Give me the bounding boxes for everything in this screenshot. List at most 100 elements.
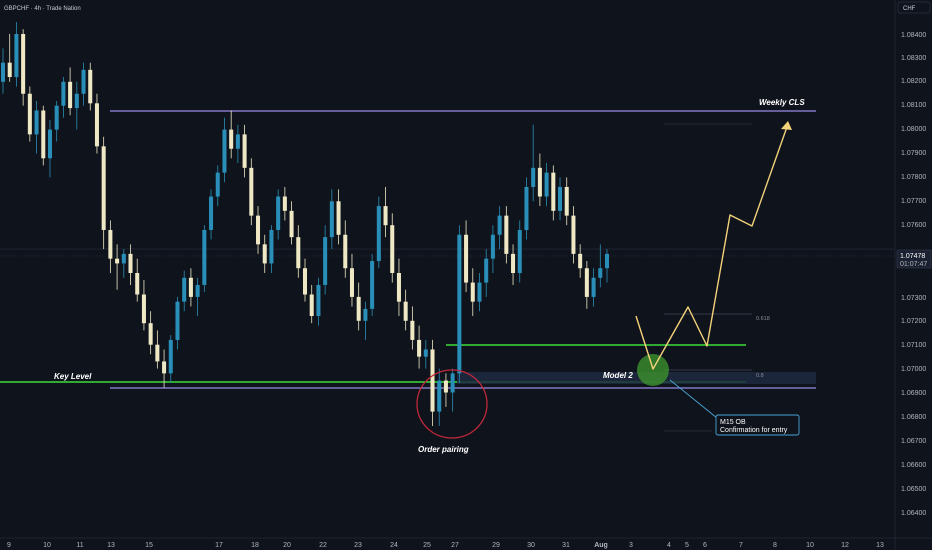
candle-body	[370, 261, 375, 309]
candle-body	[396, 273, 401, 302]
candle-body	[195, 284, 200, 297]
candle-body	[276, 196, 281, 230]
candle-body	[464, 234, 469, 283]
candles	[0, 22, 610, 426]
current-price-badge	[896, 249, 932, 269]
price-tick: 1.08400	[901, 32, 926, 39]
candle-body	[477, 282, 482, 302]
price-tick: 1.06600	[901, 462, 926, 469]
candle-body	[162, 361, 167, 374]
candle-body	[349, 268, 354, 297]
candle-body	[443, 380, 448, 393]
price-tick: 1.06400	[901, 510, 926, 517]
candle-body	[296, 237, 301, 269]
candle-body	[524, 186, 529, 230]
time-tick: 3	[629, 542, 633, 549]
order-pairing-circle[interactable]	[416, 369, 488, 439]
candle-body	[511, 253, 516, 273]
callout-leader	[669, 379, 718, 419]
price-tick: 1.06700	[901, 438, 926, 445]
candle-body	[182, 277, 187, 302]
candle-body	[329, 201, 334, 238]
candle-body	[484, 258, 489, 283]
price-tick: 1.07800	[901, 174, 926, 181]
candle-body	[537, 167, 542, 197]
candle-body	[470, 282, 475, 302]
candle-body	[343, 234, 348, 269]
projection-arrowhead	[781, 121, 792, 130]
candle-body	[115, 258, 120, 264]
candle-body	[14, 34, 19, 78]
time-tick: 18	[251, 542, 259, 549]
candle-body	[336, 201, 341, 235]
time-tick: 15	[145, 542, 153, 549]
price-tick: 1.07700	[901, 198, 926, 205]
candle-body	[544, 172, 549, 197]
candle-body	[47, 129, 52, 159]
candle-body	[430, 349, 435, 412]
time-tick: 9	[7, 542, 11, 549]
time-tick: 30	[527, 542, 535, 549]
weekly-cls-label: Weekly CLS	[759, 98, 805, 107]
candle-body	[410, 320, 415, 340]
order-pairing-label: Order pairing	[418, 445, 469, 454]
time-tick: Aug	[594, 542, 608, 549]
candle-body	[591, 277, 596, 297]
candle-body	[188, 277, 193, 297]
price-axis: 1.08400 1.08300 1.08200 1.08100 1.08000 …	[901, 32, 926, 517]
ob-marker[interactable]	[637, 354, 669, 386]
candle-body	[390, 225, 395, 273]
time-tick: 10	[43, 542, 51, 549]
time-tick: 31	[562, 542, 570, 549]
candle-body	[229, 129, 234, 149]
price-tick: 1.07200	[901, 318, 926, 325]
candle-body	[202, 229, 207, 285]
candle-body	[215, 172, 220, 197]
candle-body	[121, 253, 126, 264]
time-tick: 25	[423, 542, 431, 549]
candle-body	[604, 253, 610, 269]
price-tick: 1.07100	[901, 342, 926, 349]
candle-body	[7, 62, 12, 78]
price-tick: 1.08000	[901, 126, 926, 133]
candle-body	[490, 234, 495, 259]
candle-body	[323, 237, 328, 285]
candle-body	[81, 69, 86, 94]
candle-body	[262, 244, 267, 264]
candle-body	[531, 167, 536, 187]
currency-chip[interactable]	[897, 1, 931, 14]
candle-body	[209, 196, 214, 230]
candle-body	[289, 210, 294, 238]
entry-zone[interactable]	[457, 372, 816, 384]
callout-box[interactable]	[715, 414, 800, 436]
candle-body	[571, 215, 576, 254]
candle-body	[578, 253, 583, 269]
price-tick: 1.07300	[901, 295, 926, 302]
candle-body	[41, 110, 46, 159]
time-tick: 4	[667, 542, 671, 549]
time-tick: 17	[215, 542, 223, 549]
time-tick: 6	[703, 542, 707, 549]
time-tick: 13	[876, 542, 884, 549]
candle-body	[558, 186, 563, 211]
time-tick: 23	[354, 542, 362, 549]
candle-body	[504, 215, 509, 254]
candle-body	[175, 301, 180, 340]
price-tick: 1.07000	[901, 366, 926, 373]
price-tick: 1.07900	[901, 150, 926, 157]
projection-path[interactable]	[635, 123, 789, 370]
candle-body	[168, 339, 173, 374]
current-price-value: 1.07478	[900, 253, 925, 260]
price-tick: 1.06500	[901, 486, 926, 493]
callout-subtitle: Confirmation for entry	[720, 427, 788, 434]
candle-body	[27, 93, 32, 135]
candle-body	[61, 81, 66, 106]
time-tick: 8	[773, 542, 777, 549]
candle-body	[34, 110, 39, 135]
price-tick: 1.08200	[901, 78, 926, 85]
candle-body	[0, 62, 6, 82]
candle-body	[437, 380, 442, 412]
fib-08-label: 0.8	[756, 373, 764, 379]
candle-body	[222, 129, 227, 173]
